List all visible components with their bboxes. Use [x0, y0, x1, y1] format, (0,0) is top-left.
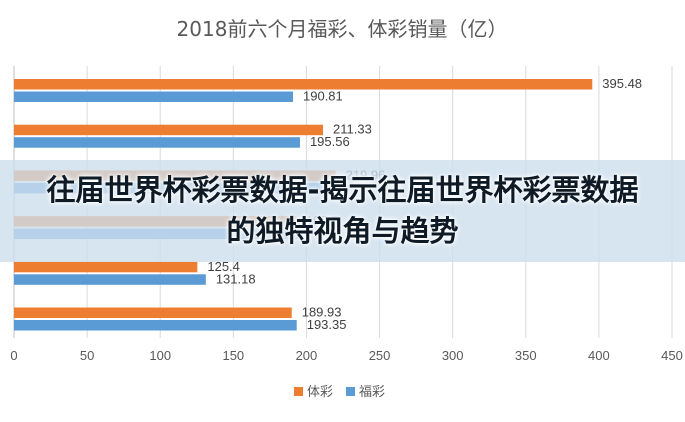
x-tick-label: 250 [369, 348, 391, 363]
bar [14, 261, 198, 273]
bar [14, 307, 292, 318]
x-tick-label: 300 [442, 348, 464, 363]
x-tick-label: 50 [80, 348, 94, 363]
legend-label: 福彩 [359, 385, 385, 400]
x-tick-label: 400 [588, 348, 610, 363]
legend-swatch [346, 387, 355, 396]
chart-title: 2018前六个月福彩、体彩销量（亿） [177, 17, 508, 41]
data-label: 195.56 [310, 134, 350, 149]
x-tick-label: 150 [222, 348, 244, 363]
x-tick-label: 350 [515, 348, 537, 363]
data-label: 125.4 [207, 259, 240, 274]
data-label: 395.48 [602, 76, 642, 91]
legend-label: 体彩 [307, 385, 333, 400]
banner-headline: 往届世界杯彩票数据-揭示往届世界杯彩票数据的独特视角与趋势 [46, 173, 639, 248]
x-tick-label: 450 [661, 348, 683, 363]
data-label: 211.33 [333, 122, 372, 137]
bar [14, 274, 206, 285]
data-label: 190.81 [303, 89, 343, 104]
x-tick-label: 0 [10, 348, 17, 363]
bar [14, 79, 593, 90]
data-label: 193.35 [307, 317, 347, 332]
x-tick-label: 200 [296, 348, 318, 363]
bar [14, 137, 300, 148]
bar [14, 320, 297, 331]
legend-swatch [294, 387, 303, 396]
x-tick-label: 100 [149, 348, 171, 363]
overlay-banner: 往届世界杯彩票数据-揭示往届世界杯彩票数据的独特视角与趋势 [0, 160, 685, 262]
data-label: 189.93 [302, 305, 342, 320]
bar [14, 124, 324, 136]
bar [14, 91, 294, 102]
data-label: 131.18 [216, 271, 256, 286]
